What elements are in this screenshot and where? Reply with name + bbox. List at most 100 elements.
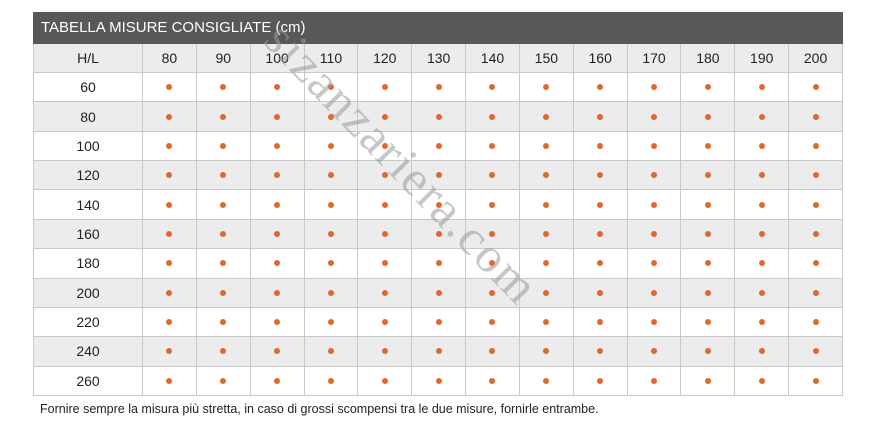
availability-dot <box>381 142 388 149</box>
cell <box>519 219 574 250</box>
availability-dot <box>758 230 765 237</box>
cell <box>143 307 197 338</box>
cell <box>627 249 682 279</box>
cell <box>196 337 251 367</box>
cell <box>143 161 197 191</box>
cell <box>196 219 251 250</box>
cell <box>196 102 251 132</box>
cell <box>250 337 305 367</box>
cell <box>573 73 628 103</box>
cell <box>627 307 682 338</box>
cell <box>196 161 251 191</box>
cell <box>466 366 520 396</box>
cell <box>196 278 251 308</box>
availability-dot <box>220 319 227 326</box>
availability-dot <box>597 201 604 208</box>
availability-dot <box>543 289 550 296</box>
availability-dot <box>489 84 496 91</box>
availability-dot <box>489 289 496 296</box>
cell <box>681 102 736 132</box>
cell <box>250 102 305 132</box>
availability-dot <box>597 348 604 355</box>
availability-dot <box>274 289 281 296</box>
row-header: 220 <box>33 307 143 338</box>
cell <box>412 219 467 250</box>
cell <box>466 337 520 367</box>
cell <box>143 131 197 162</box>
cell <box>789 249 843 279</box>
column-header: 100 <box>250 44 305 73</box>
cell <box>789 366 843 396</box>
cell <box>789 102 843 132</box>
availability-dot <box>166 230 173 237</box>
availability-dot <box>435 348 442 355</box>
cell <box>789 161 843 191</box>
cell <box>143 102 197 132</box>
cell <box>466 161 520 191</box>
availability-dot <box>651 289 658 296</box>
availability-dot <box>651 172 658 179</box>
availability-dot <box>543 230 550 237</box>
row-header: 120 <box>33 161 143 191</box>
cell <box>466 73 520 103</box>
availability-dot <box>435 377 442 384</box>
availability-dot <box>327 289 334 296</box>
availability-dot <box>381 319 388 326</box>
availability-dot <box>651 260 658 267</box>
availability-dot <box>166 142 173 149</box>
availability-dot <box>435 260 442 267</box>
availability-dot <box>435 172 442 179</box>
cell <box>519 161 574 191</box>
cell <box>304 102 359 132</box>
row-header: 260 <box>33 366 143 396</box>
availability-dot <box>327 377 334 384</box>
availability-dot <box>704 84 711 91</box>
cell <box>358 190 413 220</box>
cell <box>250 190 305 220</box>
availability-dot <box>435 319 442 326</box>
availability-dot <box>489 260 496 267</box>
availability-dot <box>704 348 711 355</box>
cell <box>681 337 736 367</box>
row-header: 80 <box>33 102 143 132</box>
availability-dot <box>543 142 550 149</box>
availability-dot <box>812 230 819 237</box>
cell <box>412 190 467 220</box>
row-header: 240 <box>33 337 143 367</box>
cell <box>573 161 628 191</box>
cell <box>519 190 574 220</box>
cell <box>250 161 305 191</box>
cell <box>412 366 467 396</box>
cell <box>573 307 628 338</box>
availability-dot <box>704 142 711 149</box>
availability-dot <box>812 260 819 267</box>
availability-dot <box>597 113 604 120</box>
availability-dot <box>166 113 173 120</box>
availability-dot <box>812 201 819 208</box>
cell <box>735 102 790 132</box>
availability-dot <box>166 289 173 296</box>
cell <box>681 307 736 338</box>
availability-dot <box>381 172 388 179</box>
column-header: 150 <box>519 44 574 73</box>
cell <box>735 278 790 308</box>
availability-dot <box>220 289 227 296</box>
availability-dot <box>166 319 173 326</box>
cell <box>519 131 574 162</box>
availability-dot <box>597 260 604 267</box>
availability-dot <box>435 113 442 120</box>
availability-dot <box>489 113 496 120</box>
availability-dot <box>274 348 281 355</box>
availability-dot <box>597 172 604 179</box>
cell <box>143 249 197 279</box>
cell <box>681 161 736 191</box>
cell <box>573 278 628 308</box>
availability-dot <box>489 319 496 326</box>
cell <box>466 219 520 250</box>
column-header: 90 <box>196 44 251 73</box>
cell <box>143 190 197 220</box>
availability-dot <box>220 84 227 91</box>
column-header: 190 <box>735 44 790 73</box>
cell <box>519 73 574 103</box>
cell <box>358 219 413 250</box>
